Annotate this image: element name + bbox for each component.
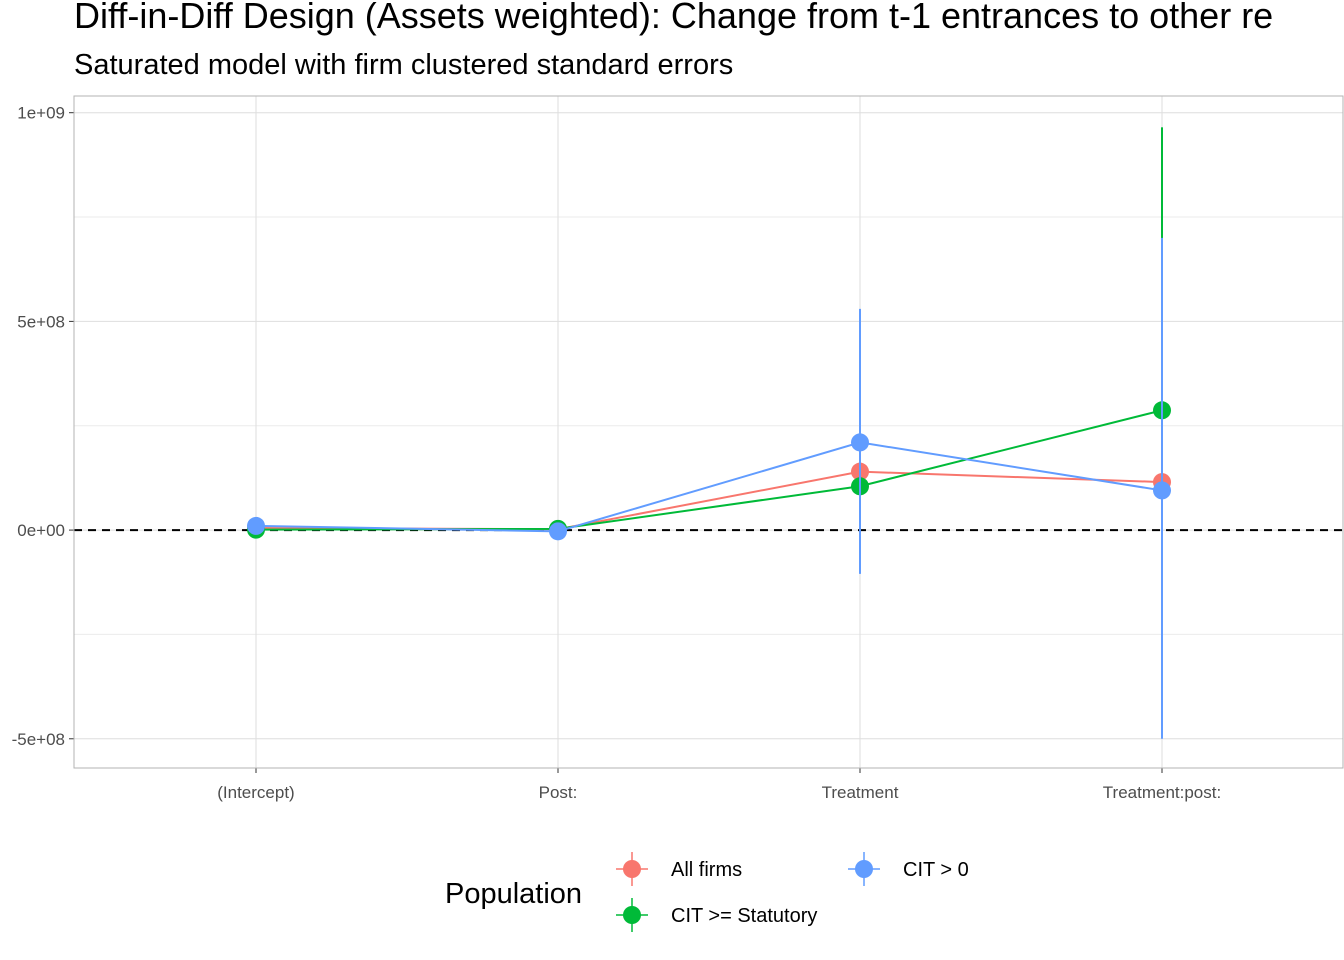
legend-key xyxy=(848,852,880,886)
x-axis-labels: (Intercept) Post: Treatment Treatment:post: xyxy=(217,783,1221,802)
legend-key xyxy=(616,852,648,886)
y-axis-labels: 1e+09 5e+08 0e+00 -5e+08 xyxy=(12,104,65,749)
x-tick-label: Treatment xyxy=(822,783,899,802)
y-tick-label: -5e+08 xyxy=(12,730,65,749)
legend-key-point xyxy=(855,860,873,878)
series-cit-0 xyxy=(247,237,1171,739)
chart-subtitle: Saturated model with firm clustered stan… xyxy=(74,49,733,81)
x-tick-label: Treatment:post: xyxy=(1103,783,1221,802)
x-tick-label: (Intercept) xyxy=(217,783,294,802)
panel-border xyxy=(73,95,1344,769)
data-point xyxy=(549,522,567,541)
legend-key-point xyxy=(623,906,641,924)
series-line xyxy=(255,441,1163,533)
legend-title: Population xyxy=(445,878,582,910)
data-point xyxy=(1153,481,1171,500)
data-point xyxy=(247,516,265,535)
legend: Population All firms CIT >= Statutory CIT … xyxy=(445,852,969,932)
data-point xyxy=(851,433,869,452)
legend-key xyxy=(616,898,648,932)
chart-title: Diff-in-Diff Design (Assets weighted): C… xyxy=(74,0,1273,36)
y-tick-label: 0e+00 xyxy=(17,521,65,540)
grid xyxy=(69,96,1343,773)
y-tick-label: 1e+09 xyxy=(17,104,65,123)
series-layer xyxy=(247,127,1171,739)
legend-label: CIT >= Statutory xyxy=(671,905,817,927)
y-tick-label: 5e+08 xyxy=(17,312,65,331)
series-all-firms xyxy=(247,462,1171,539)
legend-label: CIT > 0 xyxy=(903,859,969,881)
legend-key-point xyxy=(623,860,641,878)
x-tick-label: Post: xyxy=(539,783,578,802)
series-line xyxy=(255,470,1163,531)
legend-label: All firms xyxy=(671,859,742,881)
series-line xyxy=(255,409,1163,531)
